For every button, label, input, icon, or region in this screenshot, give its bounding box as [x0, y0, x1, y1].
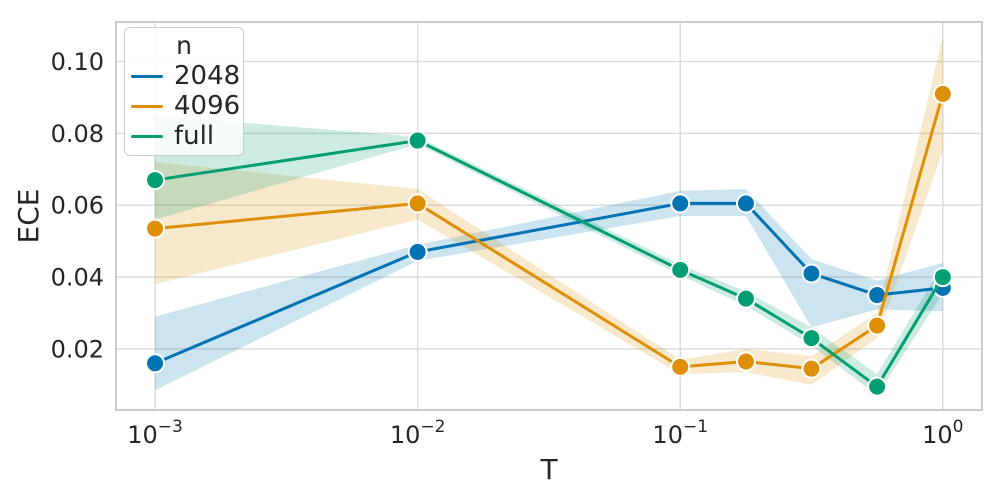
data-point-full-3: [735, 288, 756, 309]
data-point-full-0: [145, 170, 166, 191]
legend-swatch-4096: [131, 104, 163, 108]
data-point-4096-1: [407, 193, 428, 214]
x-tick-label: 10−2: [390, 417, 446, 449]
confidence-band-full: [155, 115, 943, 396]
confidence-band-4096: [155, 36, 943, 385]
data-point-4096-3: [735, 351, 756, 372]
data-point-4096-2: [670, 356, 691, 377]
data-point-full-2: [670, 259, 691, 280]
data-point-full-5: [867, 376, 888, 397]
data-point-4096-6: [932, 83, 953, 104]
legend-item-4096: 4096: [125, 91, 243, 121]
confidence-band-2048: [155, 189, 943, 391]
data-point-4096-4: [801, 358, 822, 379]
data-point-full-1: [407, 130, 428, 151]
y-tick-label: 0.08: [51, 120, 104, 148]
data-point-full-4: [801, 328, 822, 349]
x-tick-label: 10−3: [127, 417, 183, 449]
x-axis-label: T: [539, 453, 558, 486]
legend: n 2048 4096 full: [124, 27, 244, 156]
data-point-2048-1: [407, 241, 428, 262]
legend-item-full: full: [125, 121, 243, 151]
data-point-full-6: [932, 267, 953, 288]
data-point-2048-4: [801, 263, 822, 284]
x-tick-label: 10−1: [652, 417, 708, 449]
legend-swatch-2048: [131, 74, 163, 78]
legend-swatch-full: [131, 134, 163, 138]
plot-border: [115, 21, 983, 411]
data-point-4096-0: [145, 218, 166, 239]
y-tick-label: 0.02: [51, 335, 104, 363]
y-tick-label: 0.10: [51, 48, 104, 76]
legend-label-full: full: [174, 121, 215, 151]
legend-label-2048: 2048: [174, 61, 241, 91]
data-point-2048-3: [735, 193, 756, 214]
data-point-4096-5: [867, 315, 888, 336]
y-tick-label: 0.04: [51, 264, 104, 292]
legend-label-4096: 4096: [174, 91, 241, 121]
legend-item-2048: 2048: [125, 61, 243, 91]
y-axis-label: ECE: [12, 189, 45, 244]
y-tick-label: 0.06: [51, 192, 104, 220]
data-point-2048-0: [145, 353, 166, 374]
x-tick-label: 100: [922, 417, 963, 449]
legend-title: n: [176, 31, 192, 60]
data-point-2048-2: [670, 193, 691, 214]
